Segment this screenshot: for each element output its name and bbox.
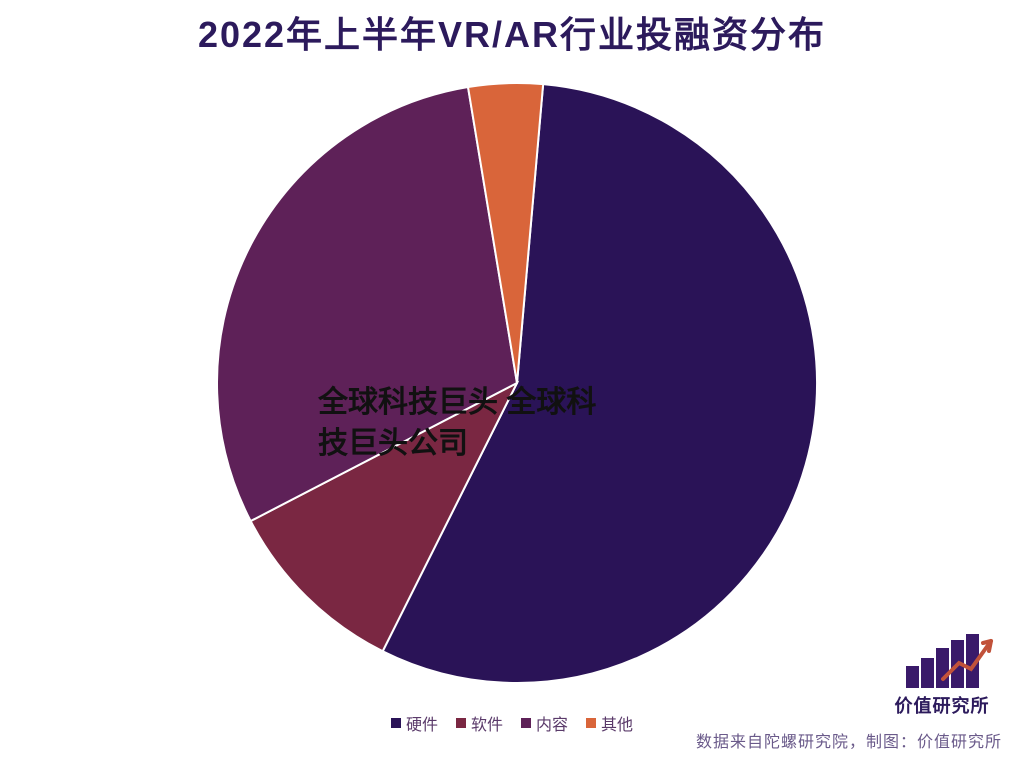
- legend-item-软件: 软件: [456, 711, 503, 735]
- logo-trend-icon: [941, 635, 996, 683]
- legend-label: 其他: [601, 711, 633, 735]
- logo-graphic: [888, 634, 996, 688]
- legend-item-硬件: 硬件: [391, 711, 438, 735]
- legend-label: 软件: [471, 711, 503, 735]
- legend-swatch: [391, 718, 401, 728]
- legend-swatch: [586, 718, 596, 728]
- legend-item-其他: 其他: [586, 711, 633, 735]
- logo-text: 价值研究所: [888, 692, 996, 718]
- logo-bar: [906, 666, 919, 688]
- logo-bar: [921, 658, 934, 688]
- overlay-label: 全球科技巨头 全球科 技巨头公司: [318, 383, 658, 464]
- overlay-line2: 技巨头公司: [318, 427, 468, 460]
- legend-swatch: [456, 718, 466, 728]
- legend-swatch: [521, 718, 531, 728]
- chart-title: 2022年上半年VR/AR行业投融资分布: [0, 0, 1024, 58]
- legend-label: 内容: [536, 711, 568, 735]
- source-attribution: 数据来自陀螺研究院，制图：价值研究所: [696, 728, 1002, 752]
- legend-item-内容: 内容: [521, 711, 568, 735]
- legend-label: 硬件: [406, 711, 438, 735]
- logo: 价值研究所: [888, 634, 996, 718]
- pie-chart-container: 全球科技巨头 全球科 技巨头公司: [0, 73, 1024, 693]
- overlay-line1: 全球科技巨头 全球科: [318, 386, 596, 419]
